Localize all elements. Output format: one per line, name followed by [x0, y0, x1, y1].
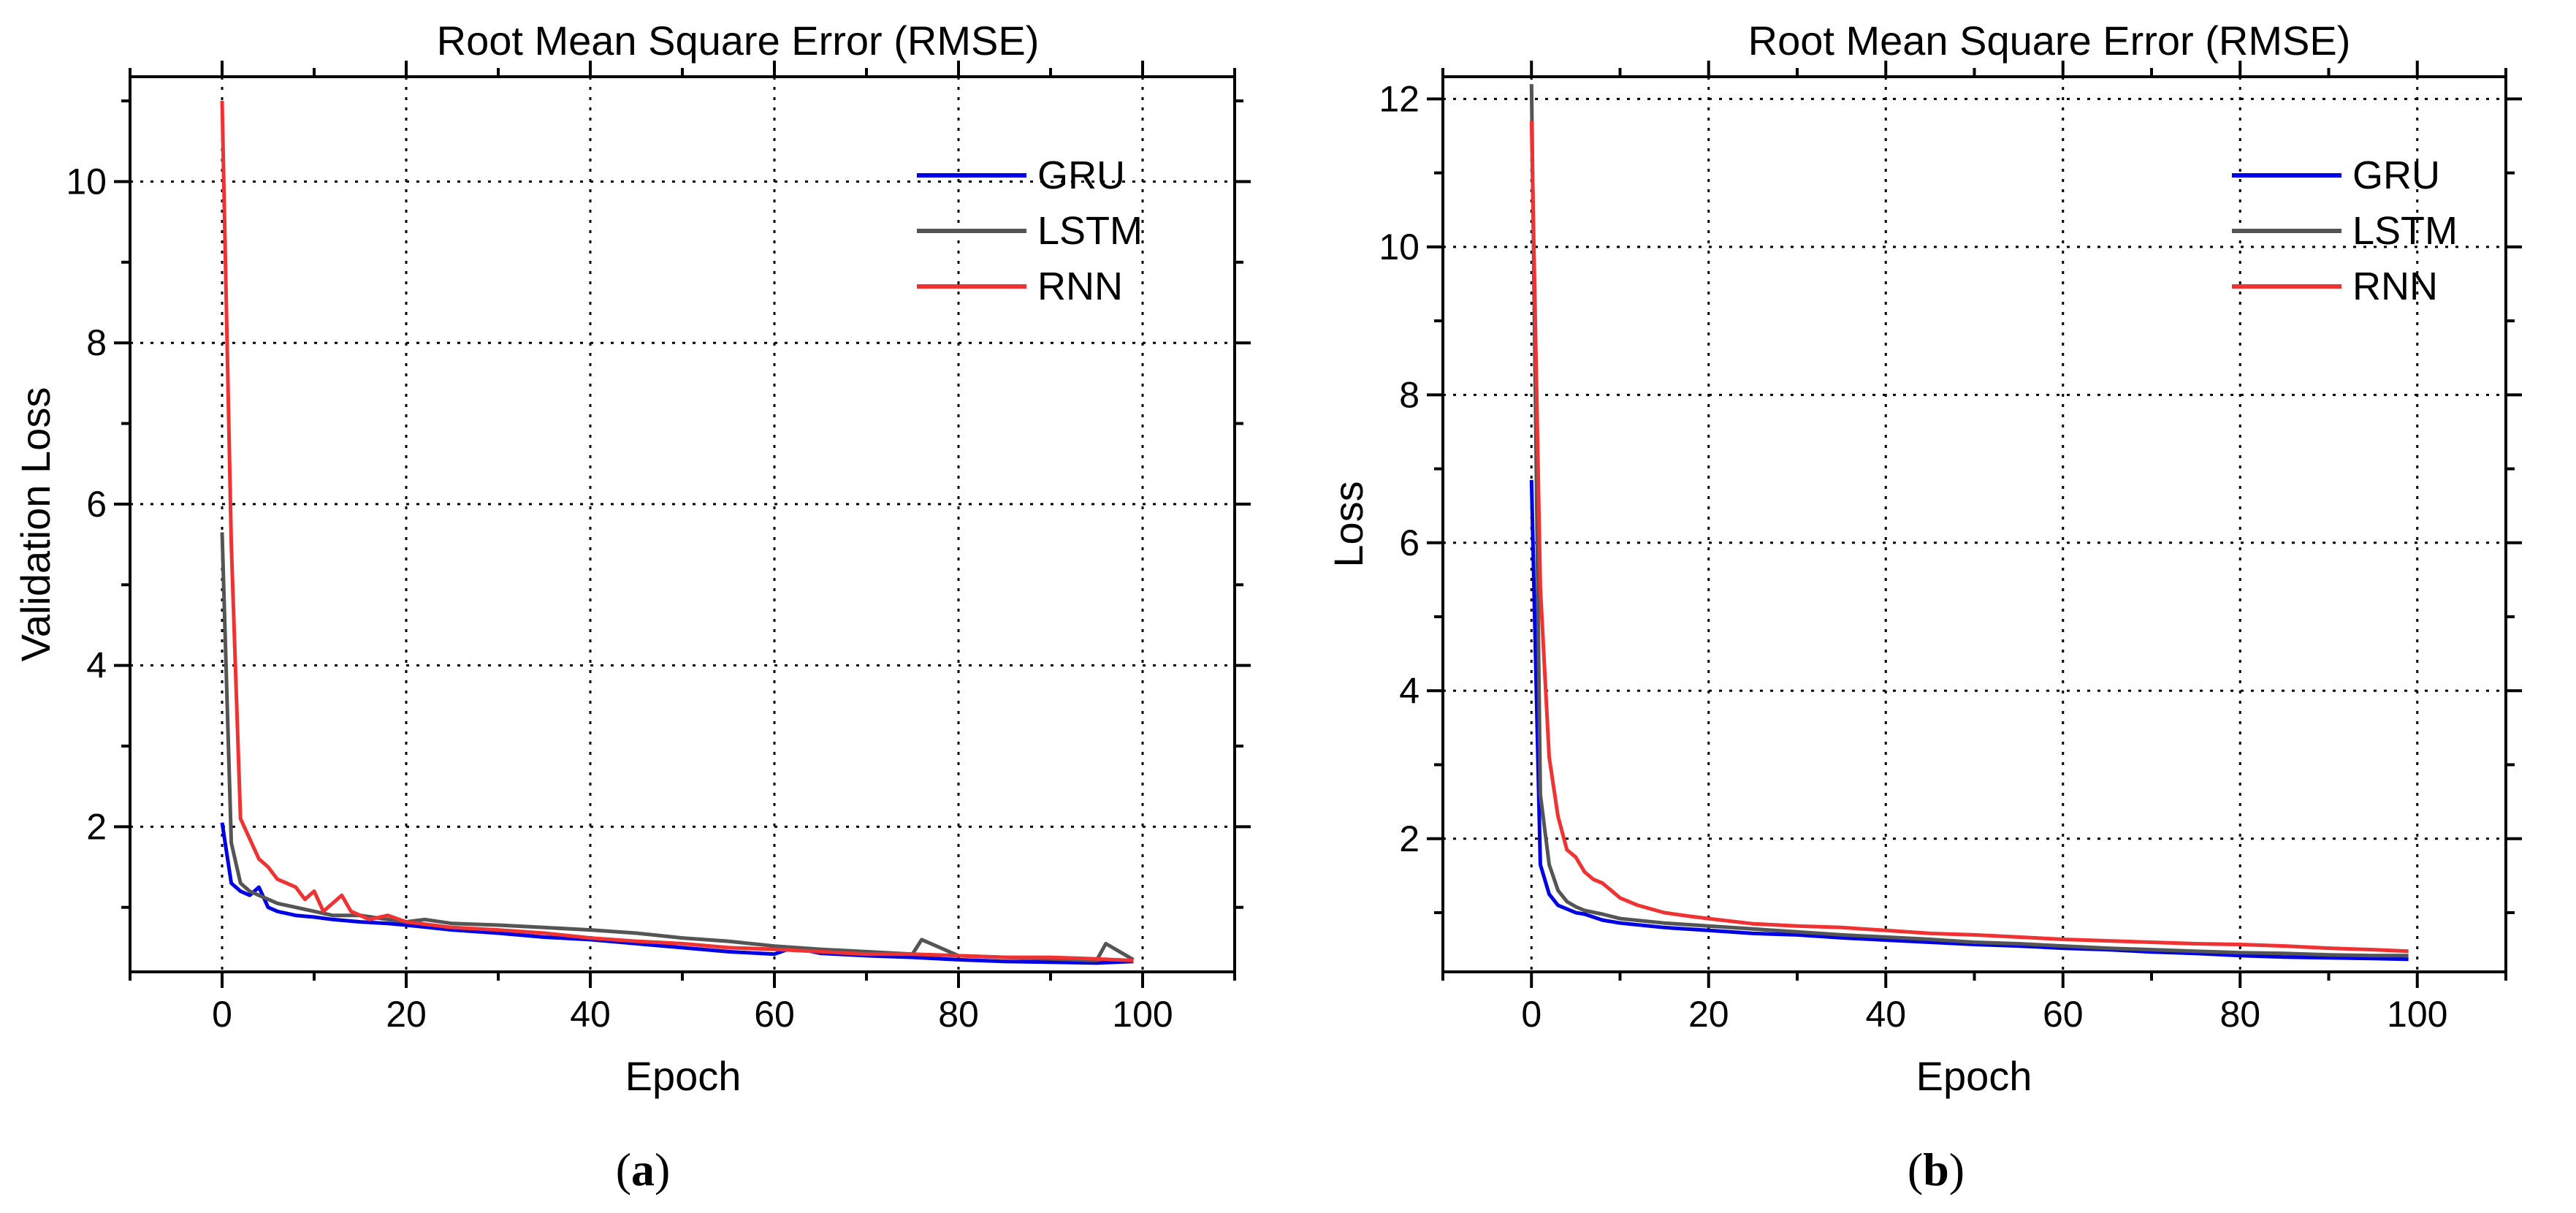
x-tick-label: 0 — [212, 994, 232, 1035]
x-tick-label: 100 — [1112, 994, 1173, 1035]
chart-b: Root Mean Square Error (RMSE) 0 20 40 60 80 10… — [1325, 18, 2522, 1195]
legend-label-rnn: RNN — [1037, 265, 1123, 308]
chart-title: Root Mean Square Error (RMSE) — [1748, 18, 2351, 64]
legend-label-lstm: LSTM — [2352, 209, 2458, 253]
x-tick-label: 0 — [1521, 994, 1542, 1035]
x-tick-label: 20 — [386, 994, 427, 1035]
y-tick-label: 2 — [86, 806, 107, 847]
subfigure-paren-open: ( — [616, 1144, 631, 1195]
subfigure-letter: b — [1923, 1144, 1949, 1195]
series-line-gru — [1529, 479, 2409, 962]
x-axis-label: Epoch — [1916, 1053, 2032, 1099]
series-line-gru — [220, 822, 1134, 965]
x-axis-label: Epoch — [625, 1053, 742, 1099]
series-line-rnn — [220, 101, 1134, 962]
x-tick-label: 80 — [938, 994, 979, 1035]
gridlines — [130, 77, 1235, 972]
y-tick-label: 4 — [1399, 670, 1420, 711]
legend: GRU LSTM RNN — [917, 153, 1143, 308]
y-axis-label: Loss — [1325, 481, 1371, 567]
subfigure-letter: a — [631, 1144, 655, 1195]
y-tick-label: 8 — [86, 322, 107, 363]
subfigure-paren-close: ) — [1949, 1144, 1965, 1195]
series-line-rnn — [1529, 121, 2409, 954]
y-tick-label: 4 — [86, 645, 107, 686]
subfigure-label: (a) — [616, 1144, 671, 1195]
x-tick-label: 40 — [570, 994, 611, 1035]
series-line-lstm — [1529, 84, 2409, 958]
legend-label-gru: GRU — [2352, 153, 2440, 197]
y-tick-label: 2 — [1399, 818, 1420, 859]
y-tick-label: 6 — [1399, 522, 1420, 563]
y-tick-label: 10 — [66, 161, 107, 202]
subfigure-paren-close: ) — [655, 1144, 670, 1195]
chart-a: Root Mean Square Error (RMSE) 0 20 40 60 80 10… — [12, 18, 1251, 1195]
y-axis-label: Validation Loss — [12, 387, 58, 662]
y-tick-label: 6 — [86, 484, 107, 525]
plot-frame — [1441, 75, 2507, 973]
y-tick-label: 12 — [1379, 78, 1420, 119]
legend: GRU LSTM RNN — [2232, 153, 2458, 308]
x-tick-label: 40 — [1865, 994, 1906, 1035]
legend-label-rnn: RNN — [2352, 265, 2438, 308]
x-tick-label: 60 — [754, 994, 795, 1035]
subfigure-label: (b) — [1908, 1144, 1965, 1195]
chart-title: Root Mean Square Error (RMSE) — [437, 18, 1040, 64]
x-tick-label: 60 — [2043, 994, 2084, 1035]
legend-label-gru: GRU — [1037, 153, 1125, 197]
x-tick-label: 80 — [2219, 994, 2260, 1035]
subfigure-paren-open: ( — [1908, 1144, 1923, 1195]
y-tick-label: 8 — [1399, 374, 1420, 415]
series-line-lstm — [220, 532, 1135, 962]
x-tick-label: 100 — [2387, 994, 2447, 1035]
y-tick-label: 10 — [1379, 227, 1420, 267]
legend-label-lstm: LSTM — [1037, 209, 1143, 253]
x-tick-label: 20 — [1688, 994, 1729, 1035]
gridlines — [1443, 77, 2506, 972]
